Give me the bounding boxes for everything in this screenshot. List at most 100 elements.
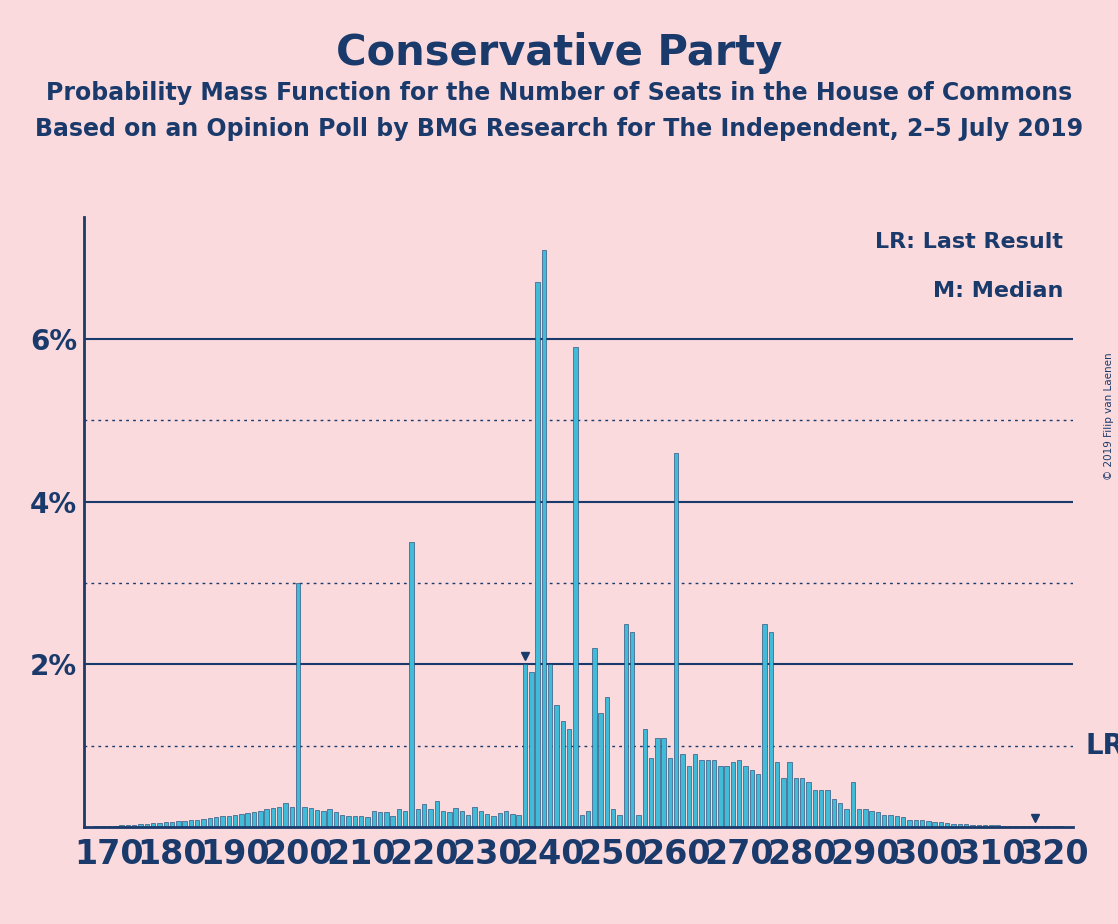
Bar: [624, 624, 628, 827]
Bar: [271, 808, 275, 827]
Bar: [139, 824, 143, 827]
Bar: [781, 778, 786, 827]
Bar: [321, 810, 325, 827]
Bar: [548, 664, 552, 827]
Bar: [832, 798, 836, 827]
Bar: [612, 809, 615, 827]
Text: Based on an Opinion Poll by BMG Research for The Independent, 2–5 July 2019: Based on an Opinion Poll by BMG Research…: [35, 117, 1083, 141]
Bar: [201, 819, 206, 827]
Bar: [1021, 826, 1025, 827]
Bar: [113, 826, 117, 827]
Bar: [945, 823, 949, 827]
Bar: [328, 809, 332, 827]
Bar: [466, 815, 471, 827]
Bar: [567, 729, 571, 827]
Bar: [913, 820, 918, 827]
Bar: [309, 808, 313, 827]
Bar: [579, 815, 584, 827]
Bar: [258, 810, 263, 827]
Bar: [352, 816, 357, 827]
Bar: [870, 810, 874, 827]
Bar: [970, 824, 975, 827]
Bar: [837, 803, 842, 827]
Bar: [667, 758, 672, 827]
Bar: [214, 817, 218, 827]
Text: LR: Last Result: LR: Last Result: [875, 232, 1063, 252]
Bar: [1014, 826, 1018, 827]
Bar: [208, 818, 212, 827]
Bar: [182, 821, 187, 827]
Bar: [473, 807, 476, 827]
Bar: [378, 812, 382, 827]
Text: M: Median: M: Median: [934, 281, 1063, 301]
Bar: [794, 778, 798, 827]
Bar: [435, 801, 439, 827]
Bar: [995, 825, 999, 827]
Bar: [264, 809, 268, 827]
Bar: [662, 737, 666, 827]
Bar: [144, 823, 149, 827]
Bar: [889, 815, 893, 827]
Bar: [542, 249, 546, 827]
Bar: [813, 790, 817, 827]
Bar: [743, 766, 748, 827]
Bar: [195, 820, 199, 827]
Bar: [227, 816, 231, 827]
Bar: [844, 809, 849, 827]
Bar: [315, 810, 320, 827]
Bar: [737, 760, 741, 827]
Bar: [920, 821, 925, 827]
Bar: [334, 811, 338, 827]
Bar: [416, 809, 420, 827]
Bar: [800, 778, 805, 827]
Bar: [347, 817, 351, 827]
Bar: [366, 817, 370, 827]
Bar: [120, 825, 124, 827]
Bar: [593, 648, 597, 827]
Bar: [819, 790, 823, 827]
Bar: [125, 825, 130, 827]
Bar: [712, 760, 717, 827]
Bar: [693, 754, 698, 827]
Bar: [409, 542, 414, 827]
Bar: [421, 804, 426, 827]
Bar: [491, 816, 495, 827]
Text: © 2019 Filip van Laenen: © 2019 Filip van Laenen: [1105, 352, 1114, 480]
Bar: [510, 814, 514, 827]
Bar: [932, 822, 937, 827]
Bar: [825, 790, 830, 827]
Bar: [655, 737, 660, 827]
Bar: [428, 809, 433, 827]
Bar: [239, 814, 244, 827]
Bar: [440, 810, 445, 827]
Bar: [296, 583, 301, 827]
Bar: [586, 810, 590, 827]
Bar: [132, 824, 136, 827]
Bar: [964, 824, 968, 827]
Bar: [851, 783, 855, 827]
Bar: [233, 815, 237, 827]
Bar: [856, 809, 861, 827]
Bar: [517, 815, 521, 827]
Bar: [648, 758, 653, 827]
Bar: [397, 809, 401, 827]
Bar: [750, 770, 754, 827]
Bar: [705, 760, 710, 827]
Bar: [529, 673, 533, 827]
Bar: [787, 762, 792, 827]
Bar: [277, 808, 282, 827]
Bar: [1027, 826, 1032, 827]
Bar: [158, 823, 162, 827]
Bar: [359, 817, 363, 827]
Bar: [385, 811, 389, 827]
Bar: [459, 810, 464, 827]
Bar: [485, 814, 490, 827]
Bar: [371, 810, 376, 827]
Bar: [390, 817, 395, 827]
Bar: [246, 813, 250, 827]
Bar: [775, 762, 779, 827]
Bar: [605, 697, 609, 827]
Bar: [939, 822, 944, 827]
Bar: [926, 821, 930, 827]
Bar: [699, 760, 703, 827]
